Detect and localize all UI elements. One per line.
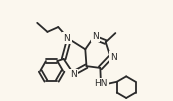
Text: HN: HN <box>94 79 108 88</box>
Text: N: N <box>70 70 77 79</box>
Text: N: N <box>63 34 70 43</box>
Text: N: N <box>92 32 99 41</box>
Text: N: N <box>110 53 117 62</box>
